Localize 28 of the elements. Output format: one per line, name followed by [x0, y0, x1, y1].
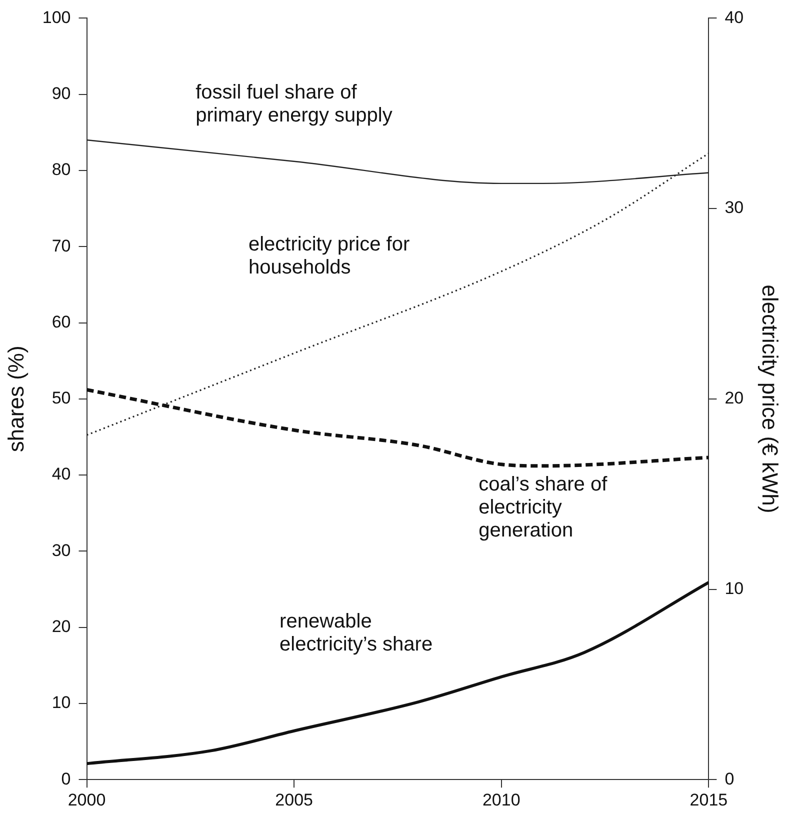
series-label: fossil fuel share of primary energy supply — [196, 81, 392, 126]
y-tick-label: 10 — [52, 693, 71, 712]
y-axis-title: shares (%) — [3, 346, 28, 452]
series-label: electricity price for households — [248, 234, 410, 279]
y2-tick-label: 20 — [724, 388, 744, 408]
y2-tick-label: 40 — [724, 8, 744, 27]
x-tick-label: 2000 — [68, 790, 106, 810]
y-tick-label: 90 — [52, 84, 71, 104]
y-tick-label: 50 — [52, 388, 71, 408]
line-series — [86, 388, 709, 468]
y-tick-label: 60 — [52, 312, 71, 332]
series-label: coal’s share of electricity generation — [478, 474, 608, 542]
text: renewable electricity’s share — [280, 610, 433, 656]
y-tick-label: 70 — [52, 236, 71, 256]
y2-tick-label: 10 — [724, 578, 744, 598]
y-tick-label: 20 — [52, 617, 71, 636]
y2-tick-label: 0 — [724, 769, 734, 788]
y-tick-label: 30 — [52, 540, 71, 560]
line-series — [86, 580, 709, 766]
y2-tick-label: 30 — [724, 198, 744, 218]
x-tick-label: 2005 — [275, 790, 313, 810]
y-tick-label: 40 — [52, 464, 71, 484]
x-tick-label: 2015 — [690, 790, 728, 810]
y-tick-label: 0 — [61, 769, 71, 788]
y-tick-label: 100 — [42, 8, 71, 27]
y2-axis-title: electricity price (€ kWh) — [758, 284, 783, 514]
x-tick-label: 2010 — [482, 790, 520, 810]
y-tick-label: 80 — [52, 160, 71, 180]
